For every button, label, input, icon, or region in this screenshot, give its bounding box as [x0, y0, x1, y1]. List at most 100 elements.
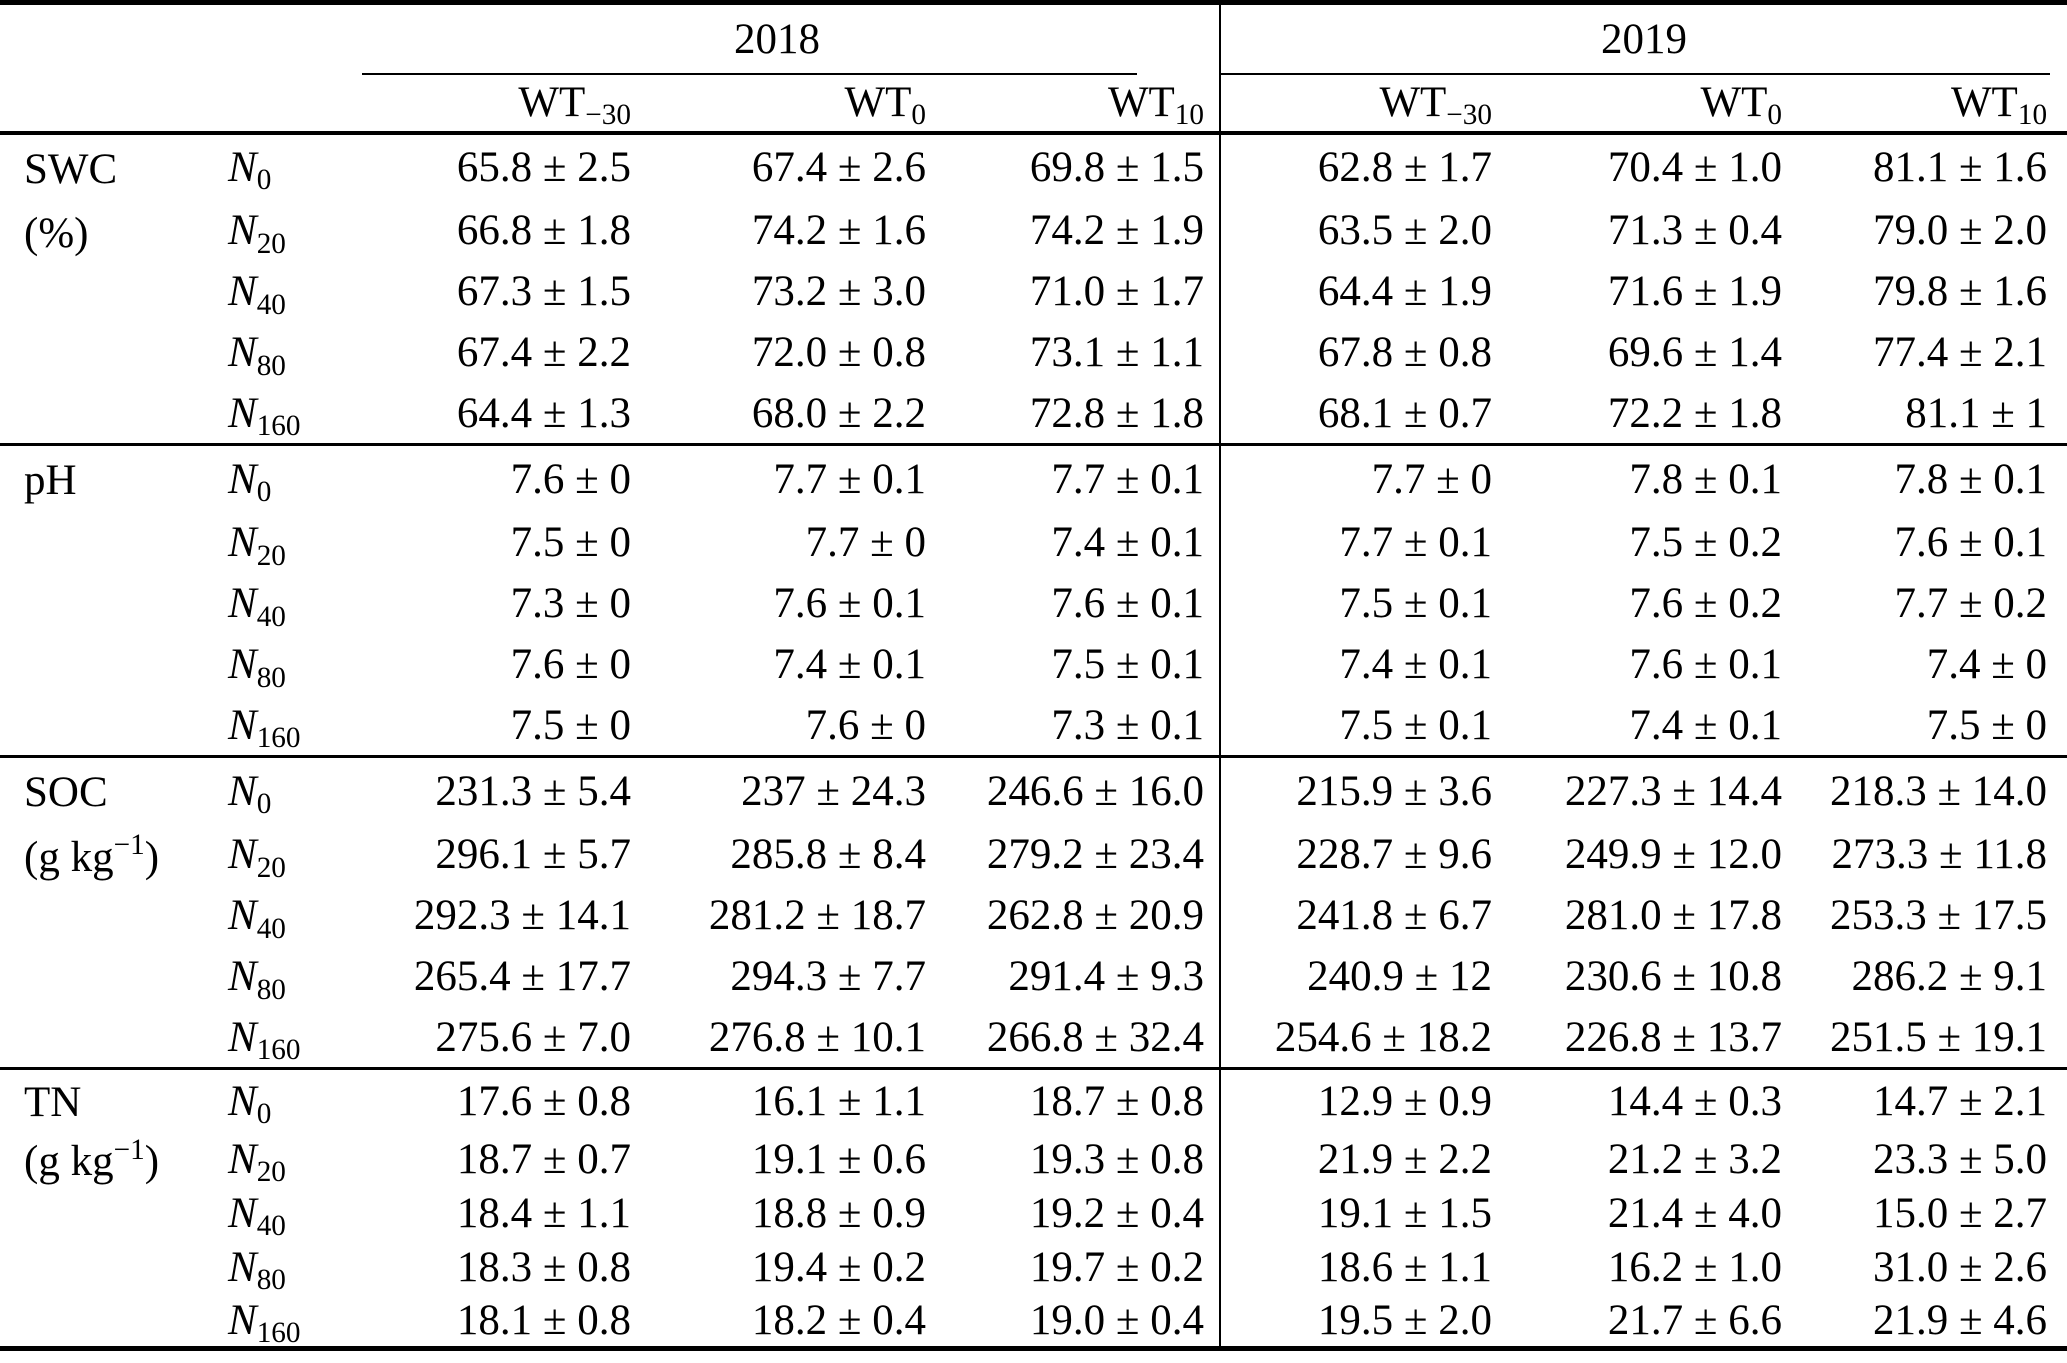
- value-cell: 7.5 ± 0: [510, 701, 631, 749]
- group-unit: [24, 515, 209, 576]
- value-cell: 19.5 ± 2.0: [1317, 1296, 1493, 1344]
- value-cell: 230.6 ± 10.8: [1564, 953, 1783, 1001]
- value-cell: 14.7 ± 2.1: [1790, 1067, 2067, 1133]
- value-cell: 254.6 ± 18.2: [1274, 1013, 1493, 1061]
- value-cell: 68.0 ± 2.2: [751, 389, 926, 437]
- table-row: N80 67.4 ± 2.2 72.0 ± 0.8 73.1 ± 1.1 67.8 ± …: [0, 322, 2067, 384]
- value-cell: 251.5 ± 19.1: [1829, 1013, 2048, 1061]
- value-cell: 77.4 ± 2.1: [1872, 329, 2048, 377]
- col-header-2018-wt-0: WT0: [641, 74, 936, 135]
- value-cell: 14.4 ± 0.3: [1500, 1067, 1791, 1133]
- value-cell: 7.6 ± 0: [805, 701, 926, 749]
- value-cell: 7.8 ± 0.1: [1790, 443, 2067, 513]
- value-cell: 21.4 ± 4.0: [1607, 1189, 1783, 1237]
- value-cell: 72.2 ± 1.8: [1607, 389, 1783, 437]
- value-cell: 7.7 ± 0.1: [936, 443, 1222, 513]
- value-cell: 81.1 ± 1: [1905, 389, 2048, 437]
- value-cell: 73.1 ± 1.1: [936, 322, 1222, 384]
- col-header-2018-wt-10: WT10: [936, 74, 1222, 135]
- row-group-tn: TN (g kg −1) N0 17.6 ± 0.8 16.1 ± 1.1 18.7 ± 0…: [0, 1067, 2067, 1349]
- value-cell: 215.9 ± 3.6: [1220, 755, 1501, 825]
- value-cell: 81.1 ± 1.6: [1872, 143, 2048, 191]
- value-cell: 23.3 ± 5.0: [1872, 1135, 2048, 1183]
- treatment-label: N40: [228, 580, 286, 633]
- header-spacer: [0, 3, 335, 75]
- treatment-label: N160: [228, 701, 301, 754]
- treatment-label: N160: [228, 389, 301, 442]
- value-cell: 64.4 ± 1.3: [456, 389, 631, 437]
- treatment-label: N40: [228, 1189, 286, 1243]
- value-cell: 18.7 ± 0.8: [936, 1067, 1222, 1133]
- nitrogen-symbol: N: [228, 580, 257, 628]
- table-row: N80 265.4 ± 17.7 294.3 ± 7.7 291.4 ± 9.3 240…: [0, 946, 2067, 1008]
- value-cell: 16.2 ± 1.0: [1607, 1243, 1783, 1291]
- value-cell: 67.3 ± 1.5: [456, 268, 631, 316]
- treatment-label: N160: [228, 1296, 301, 1349]
- value-cell: 7.7 ± 0.1: [1339, 519, 1493, 567]
- value-cell: 228.7 ± 9.6: [1296, 831, 1493, 879]
- nitrogen-symbol: N: [228, 329, 257, 377]
- nitrogen-symbol: N: [228, 207, 257, 255]
- value-cell: 18.1 ± 0.8: [456, 1296, 631, 1344]
- value-cell: 19.1 ± 1.5: [1317, 1189, 1493, 1237]
- value-cell: 64.4 ± 1.9: [1317, 268, 1493, 316]
- value-cell: 7.4 ± 0.1: [936, 512, 1222, 574]
- nitrogen-symbol: N: [228, 455, 257, 503]
- col-header-2019-wt-minus30: WT−30: [1220, 74, 1501, 135]
- group-name: SWC: [24, 145, 118, 193]
- nitrogen-symbol: N: [228, 953, 257, 1001]
- nitrogen-symbol: N: [228, 1077, 257, 1125]
- treatment-label: N0: [210, 755, 335, 825]
- value-cell: 7.6 ± 0.1: [936, 573, 1222, 635]
- value-cell: 16.1 ± 1.1: [641, 1067, 936, 1133]
- table-row: N40 18.4 ± 1.1 18.8 ± 0.9 19.2 ± 0.4 19.1 ± …: [0, 1186, 2067, 1243]
- row-group-label: SOC (g kg −1): [0, 755, 210, 1069]
- value-cell: 21.7 ± 6.6: [1607, 1296, 1783, 1344]
- nitrogen-symbol: N: [228, 519, 257, 567]
- table-row: N20 66.8 ± 1.8 74.2 ± 1.6 74.2 ± 1.9 63.5 ± …: [0, 200, 2067, 262]
- group-name: pH: [24, 457, 77, 505]
- value-cell: 67.8 ± 0.8: [1317, 329, 1493, 377]
- value-cell: 71.3 ± 0.4: [1607, 207, 1783, 255]
- value-cell: 7.3 ± 0: [510, 580, 631, 628]
- nitrogen-symbol: N: [228, 1296, 257, 1344]
- nitrogen-symbol: N: [228, 389, 257, 437]
- value-cell: 273.3 ± 11.8: [1831, 831, 2048, 879]
- table-row: TN (g kg −1) N0 17.6 ± 0.8 16.1 ± 1.1 18.7 ± 0…: [0, 1067, 2067, 1349]
- value-cell: 7.6 ± 0: [335, 443, 641, 513]
- value-cell: 31.0 ± 2.6: [1872, 1243, 2048, 1291]
- treatment-label: N40: [228, 892, 286, 945]
- value-cell: 7.5 ± 0.2: [1629, 519, 1783, 567]
- table-row: N80 18.3 ± 0.8 19.4 ± 0.2 19.7 ± 0.2 18.6 ± …: [0, 1240, 2067, 1295]
- row-group-label: TN (g kg −1): [0, 1067, 210, 1349]
- value-cell: 19.7 ± 0.2: [936, 1240, 1222, 1295]
- value-cell: 227.3 ± 14.4: [1500, 755, 1791, 825]
- value-cell: 253.3 ± 17.5: [1829, 892, 2048, 940]
- group-name: SOC: [24, 769, 108, 817]
- treatment-label: N20: [228, 831, 286, 884]
- nitrogen-symbol: N: [228, 701, 257, 749]
- treatment-label: N0: [210, 443, 335, 513]
- value-cell: 7.7 ± 0: [1220, 443, 1501, 513]
- value-cell: 21.9 ± 2.2: [1317, 1135, 1493, 1183]
- table-row: N160 7.5 ± 0 7.6 ± 0 7.3 ± 0.1 7.5 ± 0.1 7.4 …: [0, 695, 2067, 757]
- value-cell: 69.6 ± 1.4: [1607, 329, 1783, 377]
- value-cell: 7.7 ± 0.2: [1894, 580, 2048, 628]
- nitrogen-symbol: N: [228, 767, 257, 815]
- row-group-soc: SOC (g kg −1) N0 231.3 ± 5.4 237 ± 24.3 246.6 …: [0, 755, 2067, 1069]
- value-cell: 276.8 ± 10.1: [708, 1013, 926, 1061]
- nitrogen-symbol: N: [228, 641, 257, 689]
- value-cell: 21.9 ± 4.6: [1872, 1296, 2048, 1344]
- value-cell: 7.4 ± 0.1: [1629, 701, 1783, 749]
- value-cell: 7.5 ± 0: [510, 519, 631, 567]
- value-cell: 18.7 ± 0.7: [456, 1135, 631, 1183]
- value-cell: 73.2 ± 3.0: [751, 268, 926, 316]
- value-cell: 281.2 ± 18.7: [708, 892, 926, 940]
- year-2019-underline: [1221, 72, 2051, 75]
- value-cell: 65.8 ± 2.5: [456, 143, 631, 191]
- value-cell: 7.4 ± 0.1: [1339, 641, 1493, 689]
- nitrogen-symbol: N: [228, 831, 257, 879]
- value-cell: 69.8 ± 1.5: [936, 132, 1222, 201]
- value-cell: 67.4 ± 2.2: [456, 329, 631, 377]
